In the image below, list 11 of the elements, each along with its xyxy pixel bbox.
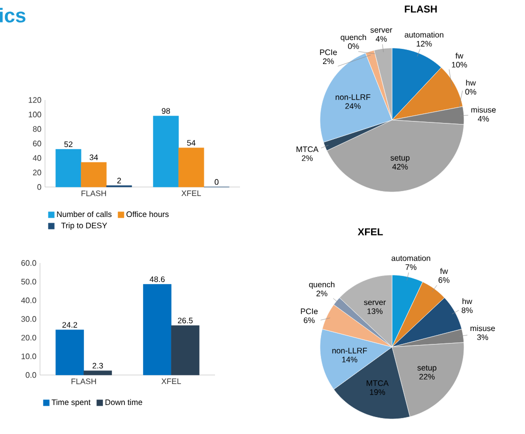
chart-title: ics <box>0 8 26 22</box>
bar <box>178 148 204 188</box>
bar <box>153 116 179 188</box>
bar <box>143 284 172 376</box>
bar <box>84 370 112 376</box>
chart-title: FLASH <box>404 6 437 13</box>
bar <box>171 325 200 376</box>
chart-title: XFEL <box>358 228 383 236</box>
bar <box>80 162 107 188</box>
bar <box>56 149 82 188</box>
bar <box>56 330 84 376</box>
